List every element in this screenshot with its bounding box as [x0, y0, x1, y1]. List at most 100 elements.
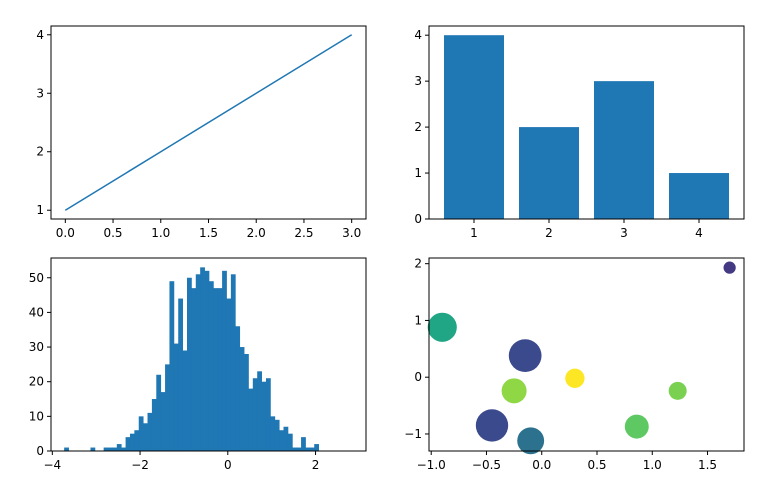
scatter-point [668, 381, 687, 400]
histogram-bar [112, 447, 118, 451]
bar [519, 127, 579, 219]
histogram-bar [160, 392, 166, 451]
histogram-bar [283, 426, 289, 451]
histogram-bar [235, 326, 241, 451]
histogram-bar [125, 437, 131, 451]
histogram-bar [151, 399, 157, 451]
histogram-bar [156, 374, 162, 451]
histogram-bar [182, 350, 188, 451]
y-tick-label: 2 [414, 257, 422, 271]
x-tick-label: 3 [620, 226, 628, 240]
scatter-chart-panel: −1.0 −0.5 0.0 0.5 1.0 1.5 −1 0 1 2 [404, 257, 745, 472]
histogram-bar [213, 288, 219, 451]
x-tick-label: 0.0 [532, 458, 551, 472]
x-tick-label: 2 [312, 458, 320, 472]
x-tick-label: 3.0 [342, 226, 361, 240]
histogram-bar [204, 270, 210, 451]
histogram-bar [296, 447, 302, 451]
histogram-bar [138, 416, 144, 451]
histogram-bar [103, 447, 109, 451]
histogram-bar [121, 447, 126, 451]
histogram-bar [222, 270, 227, 451]
y-tick-label: 3 [414, 74, 422, 88]
histogram-bar [287, 433, 293, 451]
y-tick-label: 0 [414, 370, 422, 384]
y-tick-label: 0 [414, 212, 422, 226]
x-tick-label: 2.5 [294, 226, 313, 240]
histogram-bar [108, 447, 113, 451]
axes-frame [428, 257, 745, 452]
y-tick-label: 3 [36, 86, 44, 100]
histogram-bar [116, 444, 122, 451]
histogram-bar [279, 430, 284, 451]
histogram-bar [309, 447, 315, 451]
x-tick-label: 4 [695, 226, 703, 240]
y-tick-label: 1 [414, 313, 422, 327]
x-tick-label: 1.5 [698, 458, 717, 472]
bar-chart-panel: 1 2 3 4 0 1 2 3 4 [414, 25, 745, 240]
histogram-bar [226, 298, 232, 451]
scatter-point [723, 261, 736, 274]
histogram-bar [314, 444, 320, 451]
x-tick-label: 0.5 [103, 226, 122, 240]
histogram-bar [173, 343, 179, 451]
x-tick-label: −1.0 [417, 458, 446, 472]
x-tick-label: −2 [131, 458, 149, 472]
histogram-bar [178, 298, 184, 451]
histogram-bar [230, 274, 236, 451]
y-tick-label: 20 [29, 375, 44, 389]
line-chart-panel: 0.0 0.5 1.0 1.5 2.0 2.5 3.0 1 2 3 4 [36, 25, 367, 240]
x-tick-label: 2 [545, 226, 553, 240]
x-tick-label: 0.0 [56, 226, 75, 240]
histogram-bar [265, 378, 271, 451]
histogram-bar [239, 347, 245, 451]
y-tick-label: 10 [29, 409, 44, 423]
x-tick-label: 0.5 [587, 458, 606, 472]
histogram-bar [90, 447, 96, 451]
histogram-bar [217, 288, 223, 451]
y-tick-label: 2 [36, 145, 44, 159]
y-tick-label: 4 [414, 28, 422, 42]
axes-frame [50, 257, 367, 452]
y-tick-label: 30 [29, 340, 44, 354]
scatter-point [565, 368, 585, 389]
histogram-bar [270, 416, 276, 451]
histogram-bar [305, 447, 311, 451]
y-tick-label: 2 [414, 120, 422, 134]
scatter-point [624, 414, 649, 439]
x-tick-label: 1.0 [151, 226, 170, 240]
histogram-bar [274, 419, 280, 451]
x-tick-label: −0.5 [472, 458, 501, 472]
x-tick-label: 1 [470, 226, 478, 240]
scatter-point [427, 312, 457, 342]
x-tick-label: 2.0 [247, 226, 266, 240]
bar [594, 81, 654, 220]
histogram-bar [147, 412, 153, 451]
histogram-bar [165, 364, 170, 451]
scatter-point [517, 427, 545, 455]
histogram-bar [169, 281, 175, 451]
bar [444, 35, 504, 219]
x-tick-label: 0 [224, 458, 232, 472]
y-tick-label: −1 [404, 427, 422, 441]
scatter-point [475, 409, 509, 442]
histogram-bar [292, 447, 298, 451]
x-tick-label: −4 [43, 458, 61, 472]
histogram-bar [261, 381, 267, 451]
histogram-bar [129, 433, 135, 451]
histogram-bar [195, 274, 201, 451]
histogram-bar [208, 281, 214, 451]
histogram-bar [301, 437, 306, 451]
histogram-bar [257, 371, 262, 451]
data-line [64, 34, 353, 211]
histogram-bar [134, 430, 140, 451]
histogram-bar [187, 277, 192, 451]
histogram-bar [143, 423, 148, 451]
y-tick-label: 0 [36, 444, 44, 458]
histogram-bar [248, 388, 254, 451]
histogram-bar [191, 288, 197, 451]
histogram-bar [200, 267, 205, 451]
y-tick-label: 4 [36, 28, 44, 42]
